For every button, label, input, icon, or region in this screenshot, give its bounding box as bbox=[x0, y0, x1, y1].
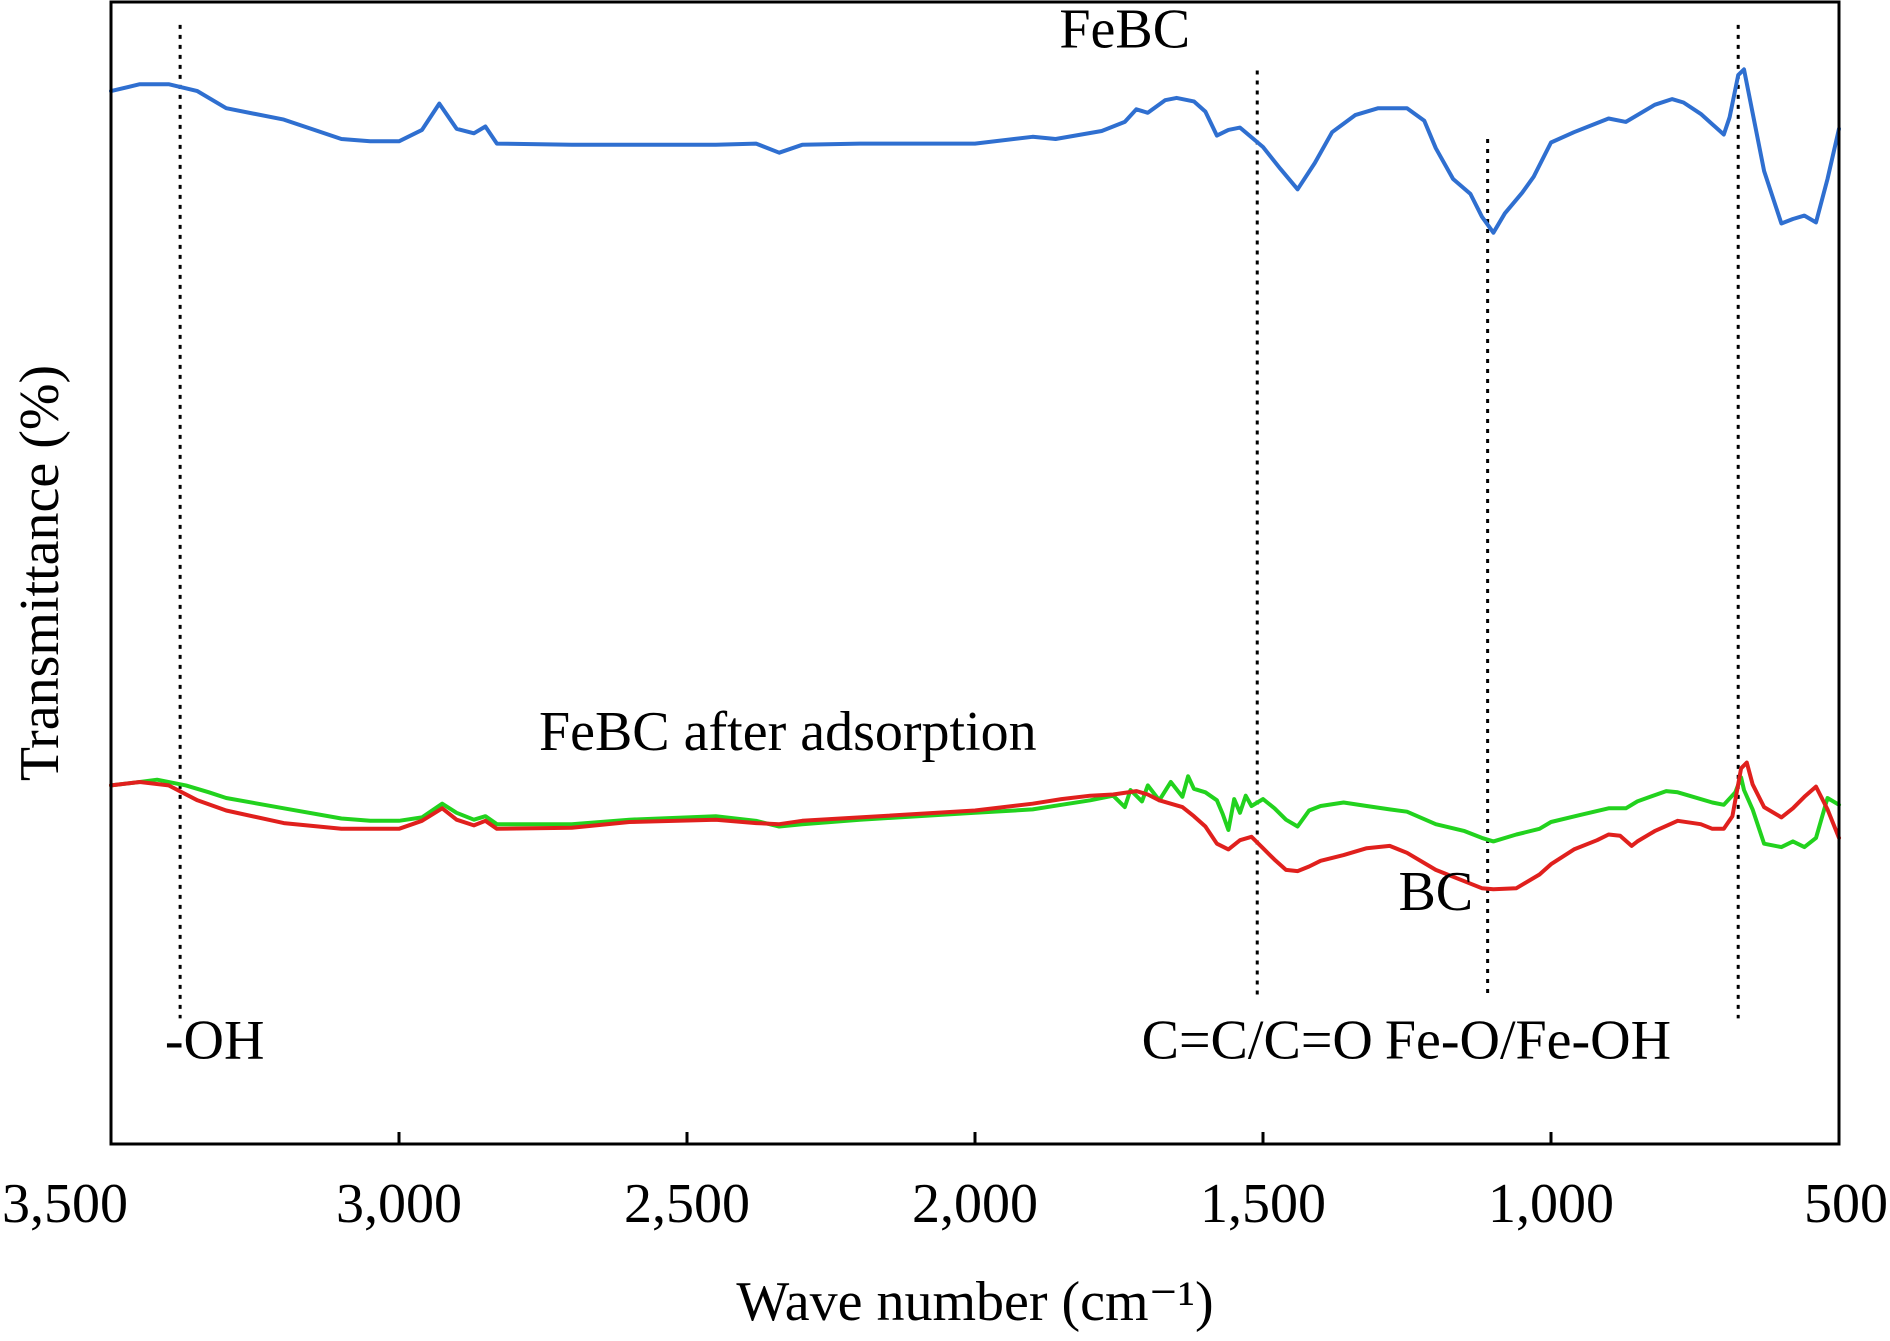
y-axis-title: Transmittance (%) bbox=[9, 365, 71, 781]
x-axis: 3,500 3,000 2,500 2,000 1,500 1,000 500 bbox=[2, 1132, 1888, 1235]
x-tick-label-3500: 3,500 bbox=[2, 1173, 128, 1235]
guide-labels: -OH C=C/C=O Fe-O/Fe-OH bbox=[165, 1009, 1671, 1071]
series-line-febc bbox=[109, 67, 1841, 235]
series-line-febc-after-adsorption bbox=[109, 774, 1841, 850]
x-tick-label-1500: 1,500 bbox=[1200, 1173, 1326, 1235]
guide-label-c-c-c-o: C=C/C=O bbox=[1142, 1009, 1373, 1071]
series-label-febc-after-adsorption: FeBC after adsorption bbox=[539, 701, 1037, 763]
series-labels: FeBC FeBC after adsorption BC bbox=[539, 0, 1473, 923]
plot-area bbox=[109, 0, 1841, 1146]
x-tick-label-2000: 2,000 bbox=[912, 1173, 1038, 1235]
plot-frame bbox=[109, 0, 1841, 1146]
x-tick-label-2500: 2,500 bbox=[624, 1173, 750, 1235]
x-tick-label-3000: 3,000 bbox=[336, 1173, 462, 1235]
series-label-febc: FeBC bbox=[1059, 0, 1190, 61]
guide-lines bbox=[178, 24, 1740, 1019]
x-tick-label-500: 500 bbox=[1804, 1173, 1888, 1235]
x-axis-title: Wave number (cm⁻¹) bbox=[736, 1271, 1213, 1333]
guide-label-oh: -OH bbox=[165, 1009, 265, 1071]
series-line-bc bbox=[109, 760, 1841, 892]
guide-label-fe-o-fe-oh: Fe-O/Fe-OH bbox=[1385, 1009, 1671, 1071]
x-tick-label-1000: 1,000 bbox=[1488, 1173, 1614, 1235]
series-label-bc: BC bbox=[1398, 861, 1473, 923]
series-lines bbox=[109, 67, 1841, 892]
